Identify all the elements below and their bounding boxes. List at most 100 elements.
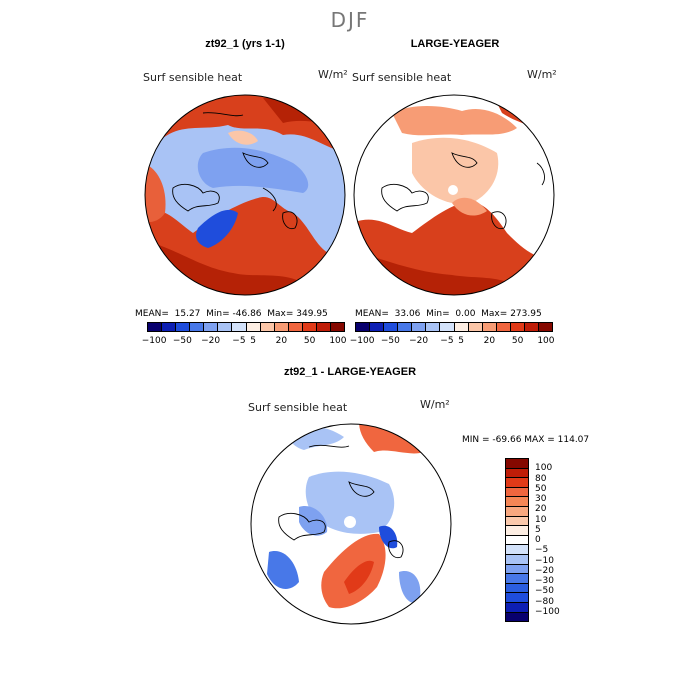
right-colorbar-swatch (467, 323, 482, 331)
right-colorbar-swatch (397, 323, 412, 331)
right-polar-map (353, 94, 555, 296)
left-colorbar-swatch (203, 323, 218, 331)
right-map-pole (448, 185, 458, 195)
diff-colorbar-swatch (506, 515, 528, 526)
left-colorbar-swatch (259, 323, 274, 331)
diff-colorbar-swatch (506, 459, 528, 468)
left-stats: MEAN= 15.27 Min= -46.86 Max= 349.95 (135, 309, 328, 319)
right-colorbar-label: −100 (349, 336, 375, 346)
left-colorbar-label: −20 (201, 336, 221, 346)
diff-colorbar-label: −30 (535, 576, 554, 586)
diff-colorbar-label: −5 (535, 545, 549, 556)
diff-colorbar-label: −80 (535, 596, 554, 607)
diff-map-cool-right (379, 525, 398, 549)
diff-colorbar-label: 30 (535, 494, 547, 504)
right-map-coast (381, 152, 545, 230)
right-colorbar-swatch (369, 323, 384, 331)
diff-colorbar-label: 100 (535, 463, 553, 474)
diff-stats: MIN = -69.66 MAX = 114.07 (462, 435, 590, 445)
diff-colorbar-label: −20 (535, 565, 554, 576)
diff-colorbar-swatch (506, 573, 528, 583)
left-panel-title: zt92_1 (yrs 1-1) (205, 38, 285, 50)
left-colorbar-swatch (315, 323, 331, 331)
right-colorbar (355, 322, 553, 332)
diff-polar-map (250, 423, 452, 625)
diff-colorbar-label: 80 (535, 473, 547, 484)
diff-map-warm-dark (344, 560, 374, 594)
right-colorbar-swatch (425, 323, 440, 331)
right-colorbar-swatch (509, 323, 524, 331)
left-colorbar-label: −5 (232, 336, 246, 346)
left-map-coast (172, 112, 298, 230)
diff-colorbar-swatch (506, 496, 528, 506)
left-map-warm-west (145, 163, 166, 222)
diff-colorbar-swatch (506, 534, 528, 545)
diff-map-cool-bottom-right (399, 571, 421, 604)
right-panel-title: LARGE-YEAGER (410, 38, 500, 50)
left-colorbar-swatch (231, 323, 246, 331)
right-unit-label: W/m² (527, 68, 557, 81)
left-colorbar-label: 50 (303, 336, 316, 346)
diff-colorbar-swatch (506, 544, 528, 554)
right-colorbar-label: 20 (483, 336, 496, 346)
diff-map-cool-left (267, 551, 299, 589)
right-colorbar-label: −5 (440, 336, 454, 346)
diff-colorbar-label: 10 (535, 514, 547, 525)
diff-colorbar-swatch (506, 477, 528, 487)
right-colorbar-swatch (439, 323, 454, 331)
left-colorbar-swatch (330, 323, 345, 331)
diff-colorbar-swatch (506, 563, 528, 574)
left-colorbar-swatch (287, 323, 302, 331)
season-title: DJF (330, 8, 370, 32)
left-colorbar-swatch (161, 323, 176, 331)
diff-colorbar-label: −50 (535, 586, 554, 597)
diff-colorbar-swatch (506, 467, 528, 478)
left-map-cool-band (197, 147, 309, 193)
right-colorbar-swatch (523, 323, 539, 331)
left-colorbar-label: 100 (329, 336, 347, 346)
diff-map-pole (344, 516, 356, 528)
diff-colorbar-labels: 100 80 50 30 20 10 5 0 −5 −10 −20 −30 −50 −80 −100 (535, 458, 575, 622)
right-colorbar-label: −20 (409, 336, 429, 346)
left-colorbar-label: 5 (250, 336, 256, 346)
left-colorbar-swatch (301, 323, 316, 331)
right-stats: MEAN= 33.06 Min= 0.00 Max= 273.95 (355, 309, 542, 319)
right-colorbar-swatch (481, 323, 496, 331)
diff-colorbar-swatch (506, 611, 528, 622)
diff-colorbar-label: 0 (535, 535, 541, 545)
left-colorbar-swatch (245, 323, 260, 331)
diff-panel-title: zt92_1 - LARGE-YEAGER (283, 366, 417, 378)
diff-colorbar-swatch (506, 582, 528, 593)
right-map-pale-mid (452, 197, 487, 216)
right-colorbar-swatch (538, 323, 553, 331)
diff-colorbar-swatch (506, 525, 528, 535)
diff-colorbar-swatch (506, 553, 528, 564)
right-colorbar-swatch (411, 323, 426, 331)
left-colorbar-swatch (175, 323, 190, 331)
left-map-deep-blue (196, 209, 238, 248)
right-colorbar-label: 50 (511, 336, 524, 346)
diff-colorbar-swatch (506, 505, 528, 516)
diff-variable-label: Surf sensible heat (248, 401, 348, 414)
left-colorbar-label: −100 (141, 336, 167, 346)
diff-colorbar-label: 50 (535, 483, 547, 494)
left-polar-map (144, 94, 346, 296)
right-colorbar-label: −50 (380, 336, 400, 346)
left-map-pale (228, 130, 258, 145)
left-colorbar-swatch (217, 323, 232, 331)
left-unit-label: W/m² (318, 68, 348, 81)
left-colorbar (147, 322, 345, 332)
diff-colorbar-swatch (506, 601, 528, 612)
left-colorbar-swatch (189, 323, 204, 331)
right-colorbar-labels: −100 −50 −20 −5 5 20 50 100 (350, 336, 555, 348)
diff-colorbar-swatch (506, 592, 528, 602)
diff-map-cool-central (305, 471, 395, 534)
right-colorbar-label: 100 (537, 336, 555, 346)
diff-colorbar-swatch (506, 486, 528, 497)
right-map-pale-central (412, 137, 499, 204)
diff-map-coast (278, 444, 404, 559)
diff-colorbar-label: −100 (535, 606, 560, 617)
diff-colorbar-label: 20 (535, 504, 547, 515)
left-colorbar-labels: −100 −50 −20 −5 5 20 50 100 (142, 336, 347, 348)
diff-colorbar-label: −10 (535, 555, 554, 566)
